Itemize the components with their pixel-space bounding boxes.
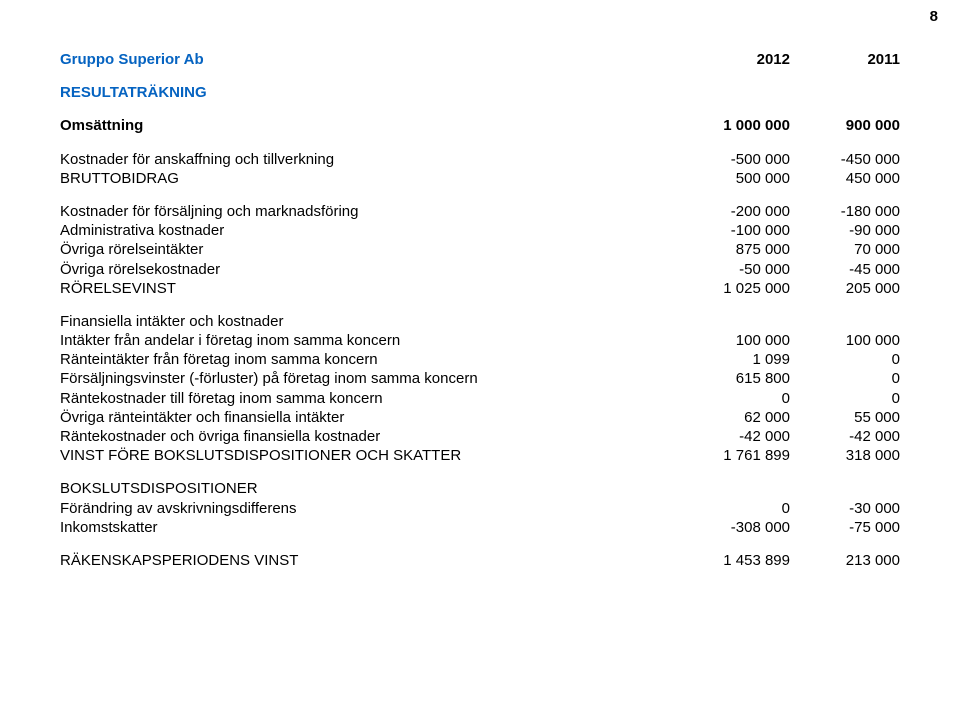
line-item-row: VINST FÖRE BOKSLUTSDISPOSITIONER OCH SKA… [60, 446, 900, 465]
line-item-value-2012: 0 [680, 499, 790, 518]
line-item-row: Finansiella intäkter och kostnader [60, 312, 900, 331]
line-item-label: RÄKENSKAPSPERIODENS VINST [60, 551, 680, 570]
line-item-label: Övriga rörelseintäkter [60, 240, 680, 259]
line-item-value-2011: 318 000 [790, 446, 900, 465]
line-item-value-2012: 62 000 [680, 408, 790, 427]
line-item-label: Förändring av avskrivningsdifferens [60, 499, 680, 518]
line-item-label: Kostnader för försäljning och marknadsfö… [60, 202, 680, 221]
line-item-label: Övriga ränteintäkter och finansiella int… [60, 408, 680, 427]
line-item-label: BRUTTOBIDRAG [60, 169, 680, 188]
line-item-value-2011: 900 000 [790, 116, 900, 135]
line-item-value-2011: -450 000 [790, 150, 900, 169]
page-number: 8 [930, 8, 938, 25]
line-item-row: Räntekostnader till företag inom samma k… [60, 389, 900, 408]
line-item-row: Övriga ränteintäkter och finansiella int… [60, 408, 900, 427]
line-item-value-2011: -42 000 [790, 427, 900, 446]
line-item-value-2012: 1 761 899 [680, 446, 790, 465]
line-item-label: Omsättning [60, 116, 680, 135]
line-item-row: RÄKENSKAPSPERIODENS VINST1 453 899213 00… [60, 551, 900, 570]
line-item-value-2011: -90 000 [790, 221, 900, 240]
line-item-row: BOKSLUTSDISPOSITIONER [60, 479, 900, 498]
line-item-row: Kostnader för försäljning och marknadsfö… [60, 202, 900, 221]
line-item-label: VINST FÖRE BOKSLUTSDISPOSITIONER OCH SKA… [60, 446, 680, 465]
line-item-value-2011: 213 000 [790, 551, 900, 570]
line-item-label: BOKSLUTSDISPOSITIONER [60, 479, 680, 498]
line-item-label: Kostnader för anskaffning och tillverkni… [60, 150, 680, 169]
line-item-label: Ränteintäkter från företag inom samma ko… [60, 350, 680, 369]
line-item-value-2012: 100 000 [680, 331, 790, 350]
line-item-value-2012: -308 000 [680, 518, 790, 537]
line-item-value-2011: -180 000 [790, 202, 900, 221]
line-item-value-2011: 0 [790, 369, 900, 388]
line-item-label: Inkomstskatter [60, 518, 680, 537]
line-item-row: Kostnader för anskaffning och tillverkni… [60, 150, 900, 169]
year-col-2: 2011 [790, 50, 900, 69]
line-item-value-2012: -42 000 [680, 427, 790, 446]
financial-statement: Gruppo Superior Ab 2012 2011 RESULTATRÄK… [0, 0, 960, 570]
line-item-row: RÖRELSEVINST1 025 000205 000 [60, 279, 900, 298]
line-item-value-2011: 0 [790, 389, 900, 408]
line-item-row: Administrativa kostnader-100 000-90 000 [60, 221, 900, 240]
line-item-value-2011: -75 000 [790, 518, 900, 537]
line-item-row: Försäljningsvinster (-förluster) på före… [60, 369, 900, 388]
line-item-label: Räntekostnader till företag inom samma k… [60, 389, 680, 408]
line-item-label: Räntekostnader och övriga finansiella ko… [60, 427, 680, 446]
line-item-row: Förändring av avskrivningsdifferens0-30 … [60, 499, 900, 518]
line-item-label: Finansiella intäkter och kostnader [60, 312, 680, 331]
line-item-row: Intäkter från andelar i företag inom sam… [60, 331, 900, 350]
line-item-value-2011: -30 000 [790, 499, 900, 518]
line-item-value-2012: 875 000 [680, 240, 790, 259]
year-col-1: 2012 [680, 50, 790, 69]
line-item-value-2012: 0 [680, 389, 790, 408]
line-item-value-2012: 615 800 [680, 369, 790, 388]
line-item-value-2012: -100 000 [680, 221, 790, 240]
line-item-value-2011: 450 000 [790, 169, 900, 188]
line-item-row: Omsättning1 000 000900 000 [60, 116, 900, 135]
company-name: Gruppo Superior Ab [60, 50, 680, 69]
line-item-label: Intäkter från andelar i företag inom sam… [60, 331, 680, 350]
line-item-value-2012: -200 000 [680, 202, 790, 221]
line-item-value-2012: 500 000 [680, 169, 790, 188]
line-item-value-2011: 70 000 [790, 240, 900, 259]
line-item-value-2012: -50 000 [680, 260, 790, 279]
line-item-label: RÖRELSEVINST [60, 279, 680, 298]
line-item-row: Räntekostnader och övriga finansiella ko… [60, 427, 900, 446]
line-item-label: Försäljningsvinster (-förluster) på före… [60, 369, 680, 388]
section-title: RESULTATRÄKNING [60, 83, 680, 102]
line-item-value-2011: 0 [790, 350, 900, 369]
line-item-row: Övriga rörelseintäkter875 00070 000 [60, 240, 900, 259]
line-item-value-2012: 1 000 000 [680, 116, 790, 135]
line-item-value-2012: -500 000 [680, 150, 790, 169]
line-item-label: Övriga rörelsekostnader [60, 260, 680, 279]
line-item-row: Övriga rörelsekostnader-50 000-45 000 [60, 260, 900, 279]
line-item-value-2012: 1 025 000 [680, 279, 790, 298]
line-item-value-2011: -45 000 [790, 260, 900, 279]
line-item-label: Administrativa kostnader [60, 221, 680, 240]
line-item-row: BRUTTOBIDRAG500 000450 000 [60, 169, 900, 188]
section-title-row: RESULTATRÄKNING [60, 83, 900, 102]
line-item-value-2011: 55 000 [790, 408, 900, 427]
line-item-value-2012: 1 453 899 [680, 551, 790, 570]
line-item-row: Ränteintäkter från företag inom samma ko… [60, 350, 900, 369]
line-item-value-2011: 100 000 [790, 331, 900, 350]
header-row: Gruppo Superior Ab 2012 2011 [60, 50, 900, 69]
line-item-value-2012: 1 099 [680, 350, 790, 369]
line-item-value-2011: 205 000 [790, 279, 900, 298]
line-item-row: Inkomstskatter-308 000-75 000 [60, 518, 900, 537]
